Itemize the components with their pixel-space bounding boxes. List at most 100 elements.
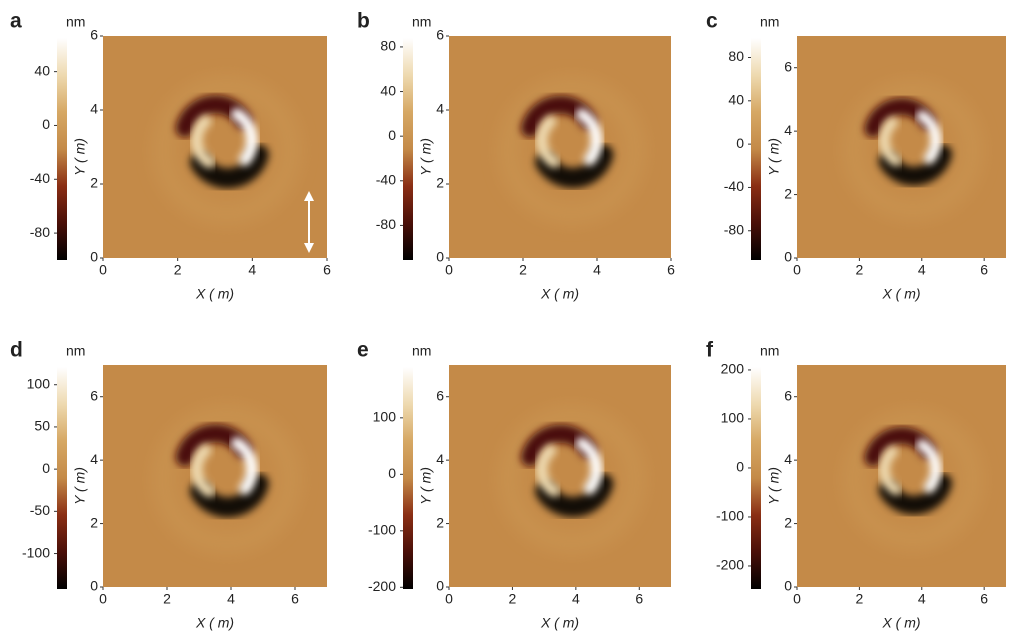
y-axis-label: Y ( m) xyxy=(766,138,782,176)
y-tick-label: 4 xyxy=(90,101,98,117)
afm-image xyxy=(449,365,671,587)
bright-lobe xyxy=(230,437,258,495)
colorbar xyxy=(57,367,67,589)
x-axis-label: X ( m) xyxy=(540,286,579,302)
dark-lobe xyxy=(189,473,269,518)
y-axis-label: Y ( m) xyxy=(418,138,434,176)
x-tick-label: 6 xyxy=(667,262,675,278)
colorbar-tick-label: -40 xyxy=(30,170,50,186)
colorbar-tick-label: 0 xyxy=(736,135,744,151)
colorbar xyxy=(403,367,413,589)
colorbar-label: nm xyxy=(412,14,431,30)
x-tick-label: 2 xyxy=(519,262,527,278)
dark-lobe xyxy=(535,473,614,517)
y-tick-label: 0 xyxy=(436,578,444,594)
colorbar-tick-label: 80 xyxy=(728,48,744,64)
x-axis-label: X ( m) xyxy=(195,615,234,631)
x-tick-label: 2 xyxy=(163,591,171,607)
x-tick-label: 4 xyxy=(572,591,580,607)
bright-lobe xyxy=(535,115,560,168)
y-tick-label: 6 xyxy=(436,387,444,403)
colorbar-tick-label: -200 xyxy=(368,578,396,594)
y-axis-label: Y ( m) xyxy=(766,467,782,505)
x-tick-label: 4 xyxy=(918,591,926,607)
colorbar-tick-label: 0 xyxy=(388,127,396,143)
afm-image xyxy=(797,36,1006,258)
afm-image xyxy=(449,36,671,258)
panel-letter: b xyxy=(357,10,370,33)
bright-lobe xyxy=(230,108,258,166)
colorbar-label: nm xyxy=(412,343,431,359)
bright-lobe xyxy=(190,115,215,169)
colorbar xyxy=(57,38,67,260)
dark-lobe xyxy=(878,144,952,186)
y-tick-label: 4 xyxy=(784,451,792,467)
x-tick-label: 6 xyxy=(323,262,331,278)
colorbar-tick-label: -100 xyxy=(22,544,50,560)
colorbar-label: nm xyxy=(760,14,779,30)
bright-lobe xyxy=(575,437,603,495)
panel-letter: d xyxy=(10,339,23,362)
x-tick-label: 6 xyxy=(635,591,643,607)
bright-lobe xyxy=(916,110,942,164)
colorbar-tick-label: -80 xyxy=(30,224,50,240)
colorbar-tick-label: 100 xyxy=(721,410,745,426)
x-tick-label: 0 xyxy=(99,262,107,278)
x-tick-label: 0 xyxy=(445,262,453,278)
dark-lobe xyxy=(189,144,269,189)
y-axis-label: Y ( m) xyxy=(72,467,88,505)
y-tick-label: 6 xyxy=(784,58,792,74)
colorbar-tick-label: -50 xyxy=(30,502,50,518)
colorbar-tick-label: 0 xyxy=(42,460,50,476)
dark-lobe xyxy=(535,144,614,188)
y-tick-label: 6 xyxy=(90,27,98,43)
x-tick-label: 0 xyxy=(99,591,107,607)
y-tick-label: 6 xyxy=(436,27,444,43)
colorbar-tick-label: 0 xyxy=(736,459,744,475)
y-tick-label: 0 xyxy=(436,249,444,265)
x-tick-label: 4 xyxy=(227,591,235,607)
colorbar-tick-label: -40 xyxy=(724,178,744,194)
y-tick-label: 0 xyxy=(90,249,98,265)
bright-lobe xyxy=(535,444,560,497)
colorbar-tick-label: 50 xyxy=(34,418,50,434)
x-tick-label: 2 xyxy=(855,262,863,278)
y-tick-label: 4 xyxy=(436,101,444,117)
colorbar-tick-label: -40 xyxy=(376,171,396,187)
x-tick-label: 0 xyxy=(793,262,801,278)
y-tick-label: 0 xyxy=(784,578,792,594)
colorbar-tick-label: 100 xyxy=(27,375,51,391)
y-tick-label: 2 xyxy=(90,175,98,191)
x-tick-label: 2 xyxy=(174,262,182,278)
y-tick-label: 2 xyxy=(784,185,792,201)
afm-image xyxy=(103,365,327,587)
colorbar xyxy=(751,38,761,260)
colorbar-tick-label: 100 xyxy=(373,409,397,425)
y-tick-label: 4 xyxy=(784,122,792,138)
panel-letter: c xyxy=(706,10,718,33)
bright-lobe xyxy=(190,444,215,498)
halo xyxy=(845,411,981,547)
colorbar-label: nm xyxy=(66,343,85,359)
panel-letter: f xyxy=(706,339,714,362)
x-axis-label: X ( m) xyxy=(195,286,234,302)
x-axis-label: X ( m) xyxy=(881,286,920,302)
y-tick-label: 2 xyxy=(436,514,444,530)
y-axis-label: Y ( m) xyxy=(72,138,88,176)
colorbar-tick-label: 0 xyxy=(42,116,50,132)
x-tick-label: 6 xyxy=(291,591,299,607)
y-tick-label: 0 xyxy=(90,578,98,594)
x-axis-label: X ( m) xyxy=(881,615,920,631)
halo xyxy=(845,82,981,218)
colorbar-tick-label: -100 xyxy=(368,522,396,538)
dark-lobe xyxy=(878,473,952,515)
afm-image xyxy=(797,365,1006,587)
y-tick-label: 6 xyxy=(90,387,98,403)
x-tick-label: 4 xyxy=(248,262,256,278)
x-axis-label: X ( m) xyxy=(540,615,579,631)
colorbar xyxy=(751,367,761,589)
x-tick-label: 4 xyxy=(918,262,926,278)
y-tick-label: 2 xyxy=(436,175,444,191)
colorbar-label: nm xyxy=(760,343,779,359)
bright-lobe xyxy=(916,439,942,493)
